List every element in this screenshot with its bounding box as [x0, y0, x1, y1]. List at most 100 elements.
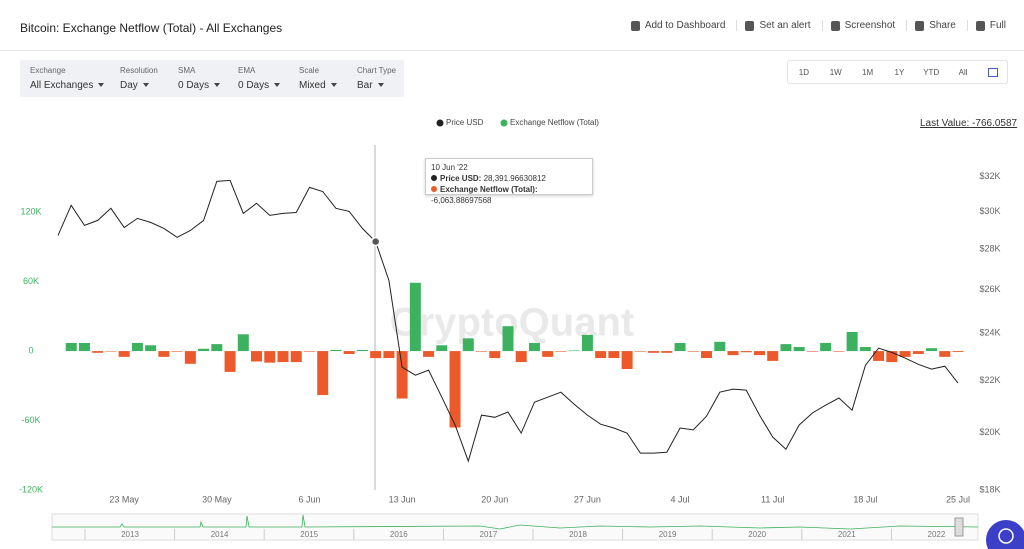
bar — [118, 351, 130, 357]
bar — [767, 351, 779, 361]
x-tick-label: 25 Jul — [946, 494, 970, 504]
y2-tick-label: $18K — [979, 484, 1000, 494]
bar — [793, 347, 805, 352]
x-tick-label: 4 Jul — [671, 494, 690, 504]
tooltip-date: 10 Jun '22 — [431, 163, 468, 172]
bar — [780, 344, 792, 352]
x-tick-label: 11 Jul — [761, 494, 784, 504]
bar — [409, 282, 421, 352]
range-button[interactable]: 1M — [862, 67, 874, 77]
bar — [608, 351, 620, 359]
bar — [740, 351, 752, 353]
navigator-year: 2019 — [659, 530, 677, 539]
header-action[interactable]: Share — [907, 20, 968, 31]
x-tick-label: 27 Jun — [574, 494, 601, 504]
range-button[interactable]: 1W — [829, 67, 842, 77]
control[interactable]: Scale Mixed — [299, 66, 337, 91]
navigator-year: 2015 — [300, 530, 318, 539]
y2-tick-label: $26K — [979, 284, 1000, 294]
tooltip-name: Exchange Netflow (Total): — [440, 185, 538, 194]
bar — [939, 351, 951, 357]
chat-button[interactable] — [986, 520, 1024, 549]
bar — [886, 351, 898, 363]
header-action[interactable]: Add to Dashboard — [623, 20, 738, 31]
navigator-year: 2013 — [121, 530, 139, 539]
tooltip-value: 28,391.96630812 — [483, 174, 546, 183]
bar — [648, 351, 660, 353]
bar — [820, 342, 832, 352]
navigator-year: 2022 — [928, 530, 946, 539]
y2-tick-label: $28K — [979, 244, 1000, 254]
x-tick-label: 13 Jun — [389, 494, 416, 504]
range-button[interactable]: All — [958, 67, 968, 77]
bar — [528, 342, 540, 352]
tooltip-dot — [431, 186, 437, 192]
bar — [701, 351, 713, 359]
y-tick-label: 120K — [20, 207, 41, 217]
x-tick-label: 6 Jun — [298, 494, 320, 504]
bar — [237, 334, 249, 352]
last-value: Last Value: -766.0587 — [920, 118, 1017, 129]
control[interactable]: EMA 0 Days — [238, 66, 280, 91]
bar — [661, 351, 673, 353]
bar — [674, 342, 686, 352]
calendar-button[interactable] — [987, 67, 998, 77]
chat-icon — [998, 528, 1014, 544]
header-action[interactable]: Set an alert — [737, 20, 823, 31]
bar — [859, 347, 871, 352]
bar — [952, 351, 964, 352]
bar — [714, 341, 726, 352]
y2-tick-label: $20K — [979, 427, 1000, 437]
bar — [568, 350, 580, 352]
range-button[interactable]: YTD — [923, 67, 940, 77]
bar — [926, 348, 938, 352]
range-button[interactable]: 1D — [798, 67, 810, 77]
bar — [634, 351, 646, 352]
control-value: Day — [120, 80, 158, 91]
bar — [489, 351, 501, 359]
bar — [171, 351, 183, 352]
header-action[interactable]: Screenshot — [823, 20, 908, 31]
range-button[interactable]: 1Y — [894, 67, 905, 77]
bar — [145, 345, 157, 352]
control[interactable]: Chart Type Bar — [357, 66, 396, 91]
tooltip-value: -6,063.88697568 — [431, 196, 492, 205]
bar — [806, 351, 818, 352]
bar — [290, 351, 302, 363]
header-actions: Add to Dashboard Set an alert Screenshot Sh… — [623, 20, 1006, 31]
bar — [542, 351, 554, 357]
y-tick-label: 60K — [23, 276, 39, 286]
bar — [251, 351, 263, 362]
control[interactable]: Exchange All Exchanges — [30, 66, 104, 91]
legend-label: Price USD — [446, 118, 484, 127]
bar — [687, 351, 699, 352]
bar — [833, 351, 845, 352]
bar — [515, 351, 527, 363]
control[interactable]: SMA 0 Days — [178, 66, 220, 91]
range-buttons: 1D 1W 1M 1Y YTD All — [787, 60, 1008, 84]
control[interactable]: Resolution Day — [120, 66, 158, 91]
tooltip-dot — [431, 175, 437, 181]
x-tick-label: 20 Jun — [481, 494, 508, 504]
bar — [78, 342, 90, 352]
tooltip-name: Price USD: — [440, 174, 482, 183]
header-action[interactable]: Full — [968, 20, 1006, 31]
tooltip-row: Price USD: 28,391.96630812 — [431, 173, 587, 184]
bar — [303, 351, 315, 352]
navigator-year: 2017 — [480, 530, 498, 539]
bar — [595, 351, 607, 359]
page-title: Bitcoin: Exchange Netflow (Total) - All … — [20, 21, 283, 35]
control-label: Resolution — [120, 66, 158, 75]
bar — [396, 351, 408, 399]
bar — [158, 351, 170, 357]
navigator-handle[interactable] — [954, 517, 964, 537]
x-tick-label: 30 May — [202, 494, 232, 504]
control-value: Bar — [357, 80, 396, 91]
y-tick-label: -120K — [19, 484, 43, 494]
bar — [476, 351, 488, 352]
control-label: Exchange — [30, 66, 66, 75]
navigator-year: 2016 — [390, 530, 408, 539]
header: Bitcoin: Exchange Netflow (Total) - All … — [0, 0, 1024, 51]
legend-marker — [436, 119, 444, 127]
